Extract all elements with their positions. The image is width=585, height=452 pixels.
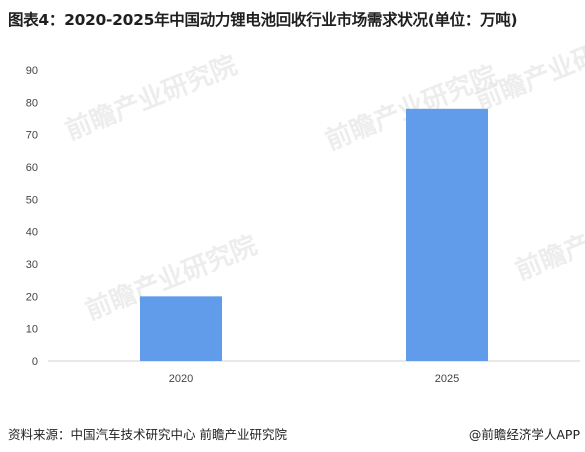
x-tick-label: 2020: [169, 373, 193, 385]
bar-2025: [406, 108, 488, 361]
y-tick-label: 40: [26, 227, 38, 239]
y-tick-label: 30: [26, 259, 38, 271]
y-tick-label: 0: [32, 356, 38, 368]
footer: 资料来源：中国汽车技术研究中心 前瞻产业研究院 @前瞻经济学人APP: [8, 424, 580, 444]
chart-title: 图表4：2020-2025年中国动力锂电池回收行业市场需求状况(单位：万吨): [8, 11, 518, 29]
x-tick-label: 2025: [435, 373, 459, 385]
bars: [140, 108, 488, 361]
source-note: 资料来源：中国汽车技术研究中心 前瞻产业研究院: [8, 427, 287, 442]
y-axis-ticks: 0 10 20 30 40 50 60 70 80 90: [26, 65, 38, 368]
y-tick-label: 50: [26, 194, 38, 206]
y-tick-label: 20: [26, 291, 38, 303]
y-tick-label: 60: [26, 162, 38, 174]
y-tick-label: 90: [26, 65, 38, 77]
bar-2020: [140, 296, 222, 361]
brand-credit: @前瞻经济学人APP: [468, 427, 580, 442]
y-tick-label: 70: [26, 130, 38, 142]
x-axis-ticks: 2020 2025: [169, 373, 459, 385]
y-tick-label: 80: [26, 97, 38, 109]
watermark-text: 前瞻产业研究院: [61, 50, 241, 147]
y-tick-label: 10: [26, 324, 38, 336]
watermark-text: 前瞻产业研究院: [511, 190, 585, 287]
